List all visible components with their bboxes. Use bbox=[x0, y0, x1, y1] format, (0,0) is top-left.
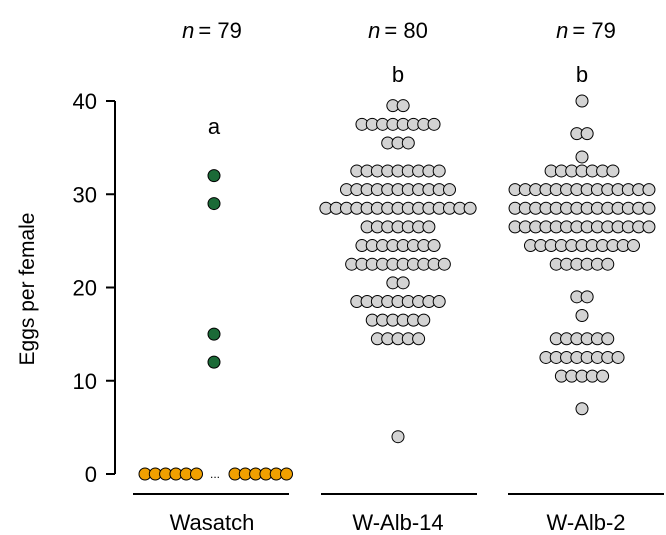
data-point bbox=[601, 257, 615, 271]
data-point bbox=[627, 239, 640, 253]
data-point bbox=[437, 257, 451, 271]
y-tick-label: 0 bbox=[85, 462, 97, 487]
data-point bbox=[207, 355, 221, 369]
data-point bbox=[401, 136, 415, 150]
data-point bbox=[463, 201, 477, 215]
group-letter-wasatch: a bbox=[208, 114, 221, 139]
data-point bbox=[280, 467, 293, 481]
data-point bbox=[190, 467, 203, 481]
data-point bbox=[427, 117, 441, 131]
n-label-w-alb-14: n = 80 bbox=[368, 18, 428, 43]
group-letter-w-alb-2: b bbox=[576, 62, 588, 87]
n-label-w-alb-2: n = 79 bbox=[556, 18, 616, 43]
data-point bbox=[207, 327, 221, 341]
data-point bbox=[427, 239, 441, 253]
y-axis-label: Eggs per female bbox=[16, 213, 39, 366]
data-point bbox=[606, 164, 620, 178]
y-tick-label: 40 bbox=[73, 89, 97, 114]
data-point bbox=[575, 94, 589, 108]
category-label-wasatch: Wasatch bbox=[170, 510, 255, 535]
data-point bbox=[575, 150, 589, 164]
data-point bbox=[611, 350, 625, 364]
data-point bbox=[417, 313, 431, 327]
data-point bbox=[596, 369, 610, 383]
zero-gap-marker: ... bbox=[210, 467, 220, 481]
data-point bbox=[642, 220, 656, 234]
data-point bbox=[575, 402, 589, 416]
data-point bbox=[412, 332, 426, 346]
data-point bbox=[443, 183, 456, 197]
y-tick-label: 30 bbox=[73, 182, 97, 207]
group-letter-w-alb-14: b bbox=[392, 62, 404, 87]
data-point bbox=[642, 183, 656, 197]
data-point bbox=[207, 169, 221, 183]
n-label-wasatch: n = 79 bbox=[182, 18, 242, 43]
data-point bbox=[432, 164, 446, 178]
data-point bbox=[642, 201, 656, 215]
data-point bbox=[575, 308, 589, 322]
y-tick-label: 20 bbox=[73, 276, 97, 301]
data-point bbox=[396, 99, 410, 113]
data-point bbox=[207, 197, 221, 211]
y-tick-label: 10 bbox=[73, 369, 97, 394]
category-label-w-alb-14: W-Alb-14 bbox=[352, 510, 443, 535]
category-label-w-alb-2: W-Alb-2 bbox=[546, 510, 625, 535]
data-point bbox=[432, 294, 446, 308]
data-point bbox=[396, 276, 410, 290]
data-point bbox=[580, 290, 594, 304]
data-point bbox=[580, 127, 594, 141]
data-point bbox=[391, 430, 405, 444]
data-point bbox=[601, 332, 615, 346]
data-point bbox=[422, 220, 436, 234]
